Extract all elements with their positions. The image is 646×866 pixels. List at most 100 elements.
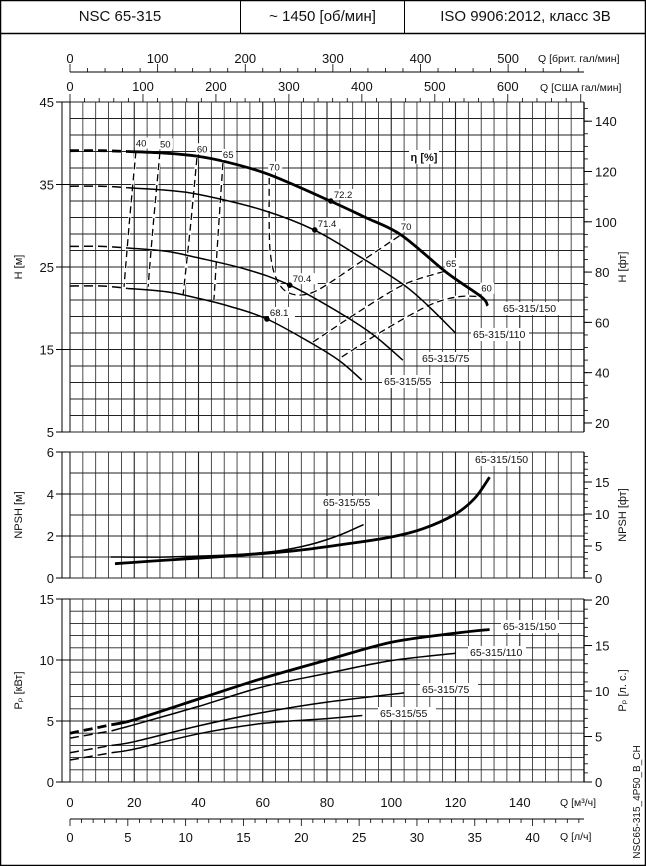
left-tick-label: 6: [47, 445, 54, 460]
us-gpm-tick-label: 200: [205, 79, 227, 94]
efficiency-curve-60: [182, 158, 198, 296]
efficiency-label: 50: [160, 139, 171, 150]
speed-cell: ~ 1450 [об/мин]: [241, 0, 405, 34]
efficiency-label-bg: [291, 273, 318, 285]
efficiency-label: 60: [197, 144, 208, 155]
efficiency-label: 40: [136, 139, 147, 150]
right-tick-label: 10: [595, 507, 609, 522]
imp-gpm-tick-label: 400: [410, 51, 432, 66]
us-gpm-tick-label: 400: [351, 79, 373, 94]
us-gpm-tick-label: 500: [424, 79, 446, 94]
right-tick-label: 15: [595, 639, 609, 654]
series-line-65-315/75: [127, 247, 404, 361]
ls-tick-label: 0: [66, 830, 73, 845]
right-tick-label: 100: [595, 215, 617, 230]
left-tick-label: 0: [47, 775, 54, 790]
y-axis-title-right: NPSH [фт]: [617, 488, 629, 542]
right-tick-label: 20: [595, 416, 609, 431]
efficiency-point: [311, 227, 318, 233]
right-tick-label: 10: [595, 684, 609, 699]
y-axis-title-right: H [фт]: [617, 252, 629, 283]
right-tick-label: 60: [595, 315, 609, 330]
series-label: 65-315/150: [503, 621, 556, 633]
right-tick-label: 0: [595, 571, 602, 586]
right-tick-label: 120: [595, 164, 617, 179]
efficiency-label-bg: [444, 257, 459, 269]
series-lead-in-65-315/75: [69, 744, 112, 754]
us-gpm-tick-label: 600: [497, 79, 519, 94]
efficiency-label-bg: [195, 143, 210, 155]
efficiency-curve-65: [213, 163, 224, 301]
efficiency-curve-60: [341, 295, 482, 358]
header-table: NSC 65-315 ~ 1450 [об/мин] ISO 9906:2012…: [0, 0, 646, 34]
left-tick-label: 35: [40, 178, 54, 193]
ls-tick-label: 10: [178, 830, 192, 845]
efficiency-label-bg: [316, 217, 343, 229]
us-gpm-axis-title: Q [США гал/мин]: [540, 82, 621, 94]
ls-tick-label: 15: [236, 830, 250, 845]
us-gpm-tick-label: 100: [132, 79, 154, 94]
efficiency-label-bg: [221, 149, 236, 161]
imp-gpm-tick-label: 0: [66, 51, 73, 66]
efficiency-point: [328, 198, 334, 204]
series-label: 65-315/150: [475, 454, 528, 466]
series-label: 65-315/110: [473, 329, 526, 341]
series-lead-in-65-315/150: [69, 149, 128, 153]
y-axis-title: NPSH [м]: [13, 491, 25, 538]
drawing-id: NSC65-315_4P50_B_CH: [632, 745, 643, 858]
us-gpm-tick-label: 0: [66, 79, 73, 94]
series-label-bg: [501, 302, 559, 315]
efficiency-label-bg: [332, 189, 359, 200]
imp-gpm-tick-label: 200: [234, 51, 256, 66]
series-line-65-315/150: [114, 476, 491, 566]
efficiency-label: 72.2: [334, 190, 353, 201]
series-line-65-315/110: [111, 652, 456, 732]
efficiency-point: [264, 316, 270, 322]
series-label: 65-315/150: [503, 303, 556, 315]
efficiency-label: 68.1: [270, 308, 289, 319]
efficiency-label: 70: [269, 162, 280, 173]
x-tick-label: 60: [256, 795, 270, 810]
left-tick-label: 45: [40, 95, 54, 110]
series-label-bg: [468, 646, 526, 659]
left-tick-label: 4: [47, 487, 54, 502]
efficiency-point: [286, 282, 293, 288]
standard-cell: ISO 9906:2012, класс 3B: [440, 8, 611, 25]
right-tick-label: 140: [595, 114, 617, 129]
right-tick-label: 40: [595, 366, 609, 381]
series-label: 65-315/55: [380, 708, 427, 720]
efficiency-label-bg: [268, 161, 283, 173]
series-label: 65-315/75: [422, 353, 469, 365]
ls-tick-label: 20: [294, 830, 308, 845]
series-lead-in-65-315/150: [69, 723, 113, 735]
eta-label-bg: [409, 150, 439, 164]
efficiency-label-bg: [158, 138, 173, 150]
panel-1: [56, 451, 592, 579]
series-lead-in-65-315/55: [69, 751, 112, 761]
left-tick-label: 5: [47, 425, 54, 440]
right-tick-label: 15: [595, 475, 609, 490]
x-tick-label: 0: [66, 795, 73, 810]
ls-axis-title: Q [л/ч]: [560, 831, 592, 843]
series-label: 65-315/110: [470, 647, 523, 659]
series-lead-in-65-315/110: [69, 730, 112, 739]
efficiency-curve-40: [123, 151, 137, 287]
right-tick-label: 0: [595, 775, 602, 790]
imp-gpm-tick-label: 500: [497, 51, 519, 66]
us-gpm-tick-label: 300: [278, 79, 300, 94]
efficiency-label: 70.4: [293, 274, 312, 285]
efficiency-label-bg: [480, 282, 495, 294]
left-tick-label: 15: [40, 343, 54, 358]
efficiency-label-bg: [399, 220, 414, 232]
x-tick-label: 140: [509, 795, 531, 810]
left-tick-label: 25: [40, 260, 54, 275]
right-tick-label: 20: [595, 593, 609, 608]
efficiency-label: 70: [401, 222, 412, 233]
efficiency-axis-label: η [%]: [411, 152, 438, 164]
series-label: 65-315/55: [384, 376, 431, 388]
imp-gpm-axis-title: Q [брит. гал/мин]: [538, 53, 620, 65]
series-label-bg: [382, 375, 440, 388]
